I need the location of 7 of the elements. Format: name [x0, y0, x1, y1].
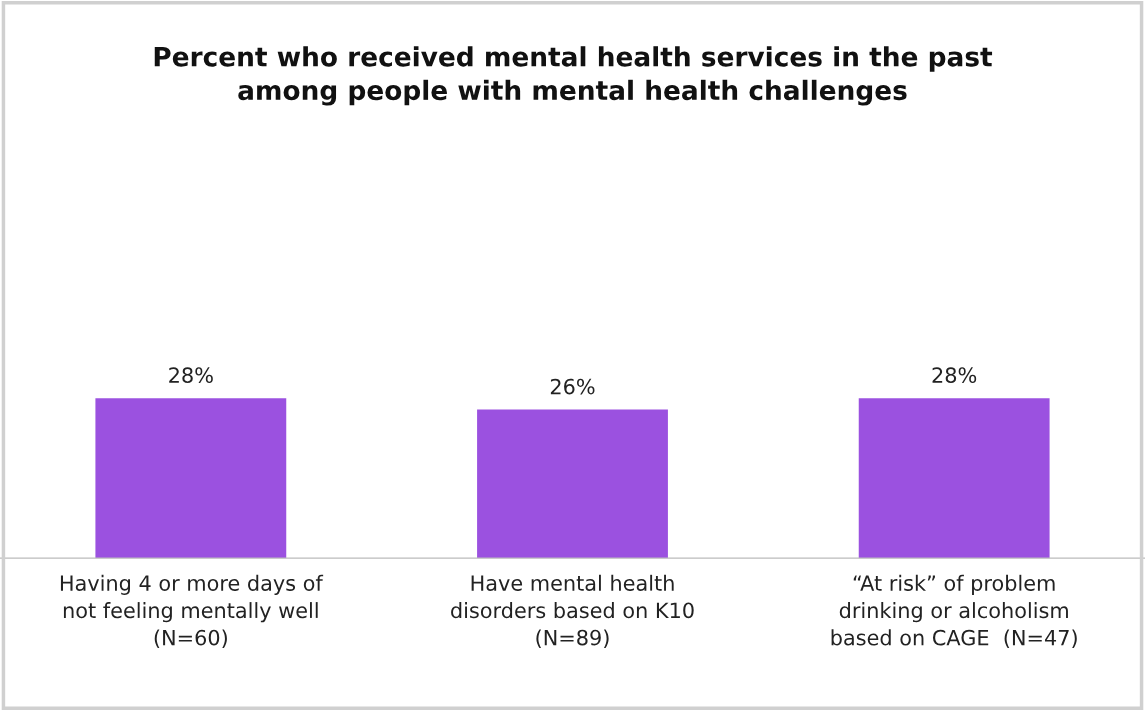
- data-label: 28%: [169, 367, 213, 384]
- x-tick-label: Having 4 or more days of not feeling mentally well (N=60): [60, 574, 324, 648]
- data-label: 28%: [932, 367, 977, 384]
- data-label: 26%: [550, 378, 595, 395]
- x-tick-label: Have mental health disorders based on K10 (N=89): [451, 574, 694, 648]
- chart-title: Percent who received mental health services in the past among people with mental health challenges: [154, 46, 993, 106]
- x-tick-label: “At risk” of problem drinking or alcoholism based on CAGE (N=47): [831, 574, 1077, 648]
